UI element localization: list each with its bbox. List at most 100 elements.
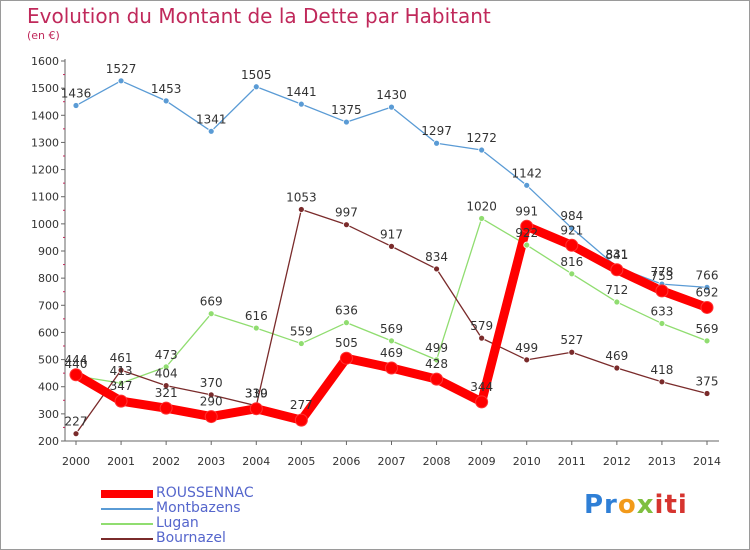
data-label-roussennac: 753 [650, 269, 673, 283]
data-label-roussennac: 505 [335, 336, 358, 350]
data-label-montbazens: 1441 [286, 85, 317, 99]
data-point-montbazens [433, 139, 440, 147]
data-point-bournazel [613, 364, 621, 372]
data-point-montbazens [568, 224, 576, 232]
data-point-lugan [703, 337, 711, 345]
legend-item-roussennac: ROUSSENNAC [101, 485, 321, 501]
x-tick-label: 2009 [468, 455, 496, 468]
data-point-montbazens [478, 146, 486, 154]
data-label-montbazens: 1142 [511, 166, 542, 180]
data-label-lugan: 559 [290, 325, 313, 339]
data-point-montbazens [343, 118, 350, 126]
x-tick-label: 2008 [423, 455, 451, 468]
data-label-roussennac: 692 [696, 285, 719, 299]
data-label-montbazens: 1527 [106, 62, 137, 76]
data-label-montbazens: 841 [605, 248, 628, 262]
legend-label-lugan: Lugan [156, 515, 199, 531]
x-tick-label: 2000 [62, 455, 90, 468]
data-label-montbazens: 1505 [241, 68, 272, 82]
legend-label-roussennac: ROUSSENNAC [156, 485, 254, 501]
data-point-bournazel [568, 348, 576, 356]
data-label-bournazel: 370 [200, 376, 223, 390]
x-tick-label: 2011 [558, 455, 586, 468]
data-label-bournazel: 527 [560, 333, 583, 347]
data-label-lugan: 569 [380, 322, 403, 336]
data-point-lugan [162, 363, 170, 371]
y-tick-label: 1500 [31, 82, 59, 95]
data-point-lugan [343, 319, 350, 327]
data-label-bournazel: 375 [696, 375, 719, 389]
data-point-roussennac [385, 361, 398, 375]
data-label-bournazel: 834 [425, 250, 448, 264]
data-label-roussennac: 991 [515, 204, 538, 218]
data-label-roussennac: 319 [245, 387, 268, 401]
legend-label-montbazens: Montbazens [156, 500, 241, 516]
legend: ROUSSENNAC Montbazens Lugan Bournazel [101, 485, 321, 546]
data-point-montbazens [523, 181, 531, 189]
data-label-montbazens: 1436 [61, 87, 92, 101]
data-point-lugan [297, 340, 305, 347]
data-label-lugan: 816 [560, 255, 583, 269]
data-label-bournazel: 997 [335, 206, 358, 220]
x-tick-label: 2012 [603, 455, 631, 468]
y-tick-label: 500 [38, 354, 59, 367]
data-label-lugan: 922 [515, 226, 538, 240]
legend-item-montbazens: Montbazens [101, 500, 321, 516]
x-tick-label: 2007 [378, 455, 406, 468]
proxiti-logo: Proxiti [584, 490, 688, 520]
y-tick-label: 800 [38, 272, 59, 285]
data-point-montbazens [207, 127, 215, 135]
y-tick-label: 200 [38, 435, 59, 448]
data-point-roussennac [655, 284, 669, 298]
data-label-montbazens: 1430 [376, 88, 407, 102]
legend-item-bournazel: Bournazel [101, 530, 321, 546]
data-point-bournazel [207, 391, 215, 399]
data-point-roussennac [700, 300, 714, 314]
data-label-bournazel: 461 [110, 351, 133, 365]
y-tick-label: 900 [38, 245, 59, 258]
data-point-bournazel [117, 366, 125, 374]
data-point-lugan [568, 270, 576, 278]
y-tick-label: 700 [38, 299, 59, 312]
data-point-bournazel [162, 382, 170, 390]
data-label-bournazel: 469 [605, 349, 628, 363]
data-point-bournazel [297, 206, 305, 213]
data-point-lugan [658, 320, 666, 327]
data-point-roussennac [114, 394, 128, 408]
data-label-roussennac: 347 [110, 379, 133, 393]
data-point-montbazens [388, 103, 395, 111]
y-tick-label: 300 [38, 408, 59, 421]
data-label-lugan: 616 [245, 309, 268, 323]
data-point-roussennac [475, 395, 489, 409]
chart-title: Evolution du Montant de la Dette par Hab… [27, 4, 491, 28]
x-tick-label: 2002 [152, 455, 180, 468]
data-label-roussennac: 344 [470, 380, 493, 394]
y-tick-label: 1000 [31, 218, 59, 231]
data-point-roussennac [565, 238, 579, 252]
data-label-montbazens: 778 [650, 265, 673, 279]
data-point-montbazens [162, 97, 170, 105]
data-label-montbazens: 1341 [196, 112, 227, 126]
data-point-bournazel [343, 221, 350, 229]
data-label-roussennac: 321 [155, 386, 178, 400]
data-label-bournazel: 330 [245, 387, 268, 401]
data-point-lugan [252, 324, 260, 332]
legend-swatch-bournazel [101, 538, 153, 540]
data-point-bournazel [433, 265, 440, 273]
data-point-lugan [433, 356, 440, 364]
data-point-roussennac [159, 401, 173, 415]
chart-subtitle: (en €) [27, 29, 60, 42]
y-tick-label: 1200 [31, 164, 59, 177]
data-point-montbazens [117, 77, 125, 85]
y-tick-label: 400 [38, 381, 59, 394]
data-label-roussennac: 469 [380, 346, 403, 360]
data-label-montbazens: 1375 [331, 103, 362, 117]
data-label-bournazel: 499 [515, 341, 538, 355]
data-label-roussennac: 290 [200, 395, 223, 409]
data-point-roussennac [610, 263, 624, 277]
data-label-roussennac: 921 [560, 223, 583, 237]
data-point-lugan [613, 298, 621, 306]
data-point-roussennac [430, 372, 444, 386]
